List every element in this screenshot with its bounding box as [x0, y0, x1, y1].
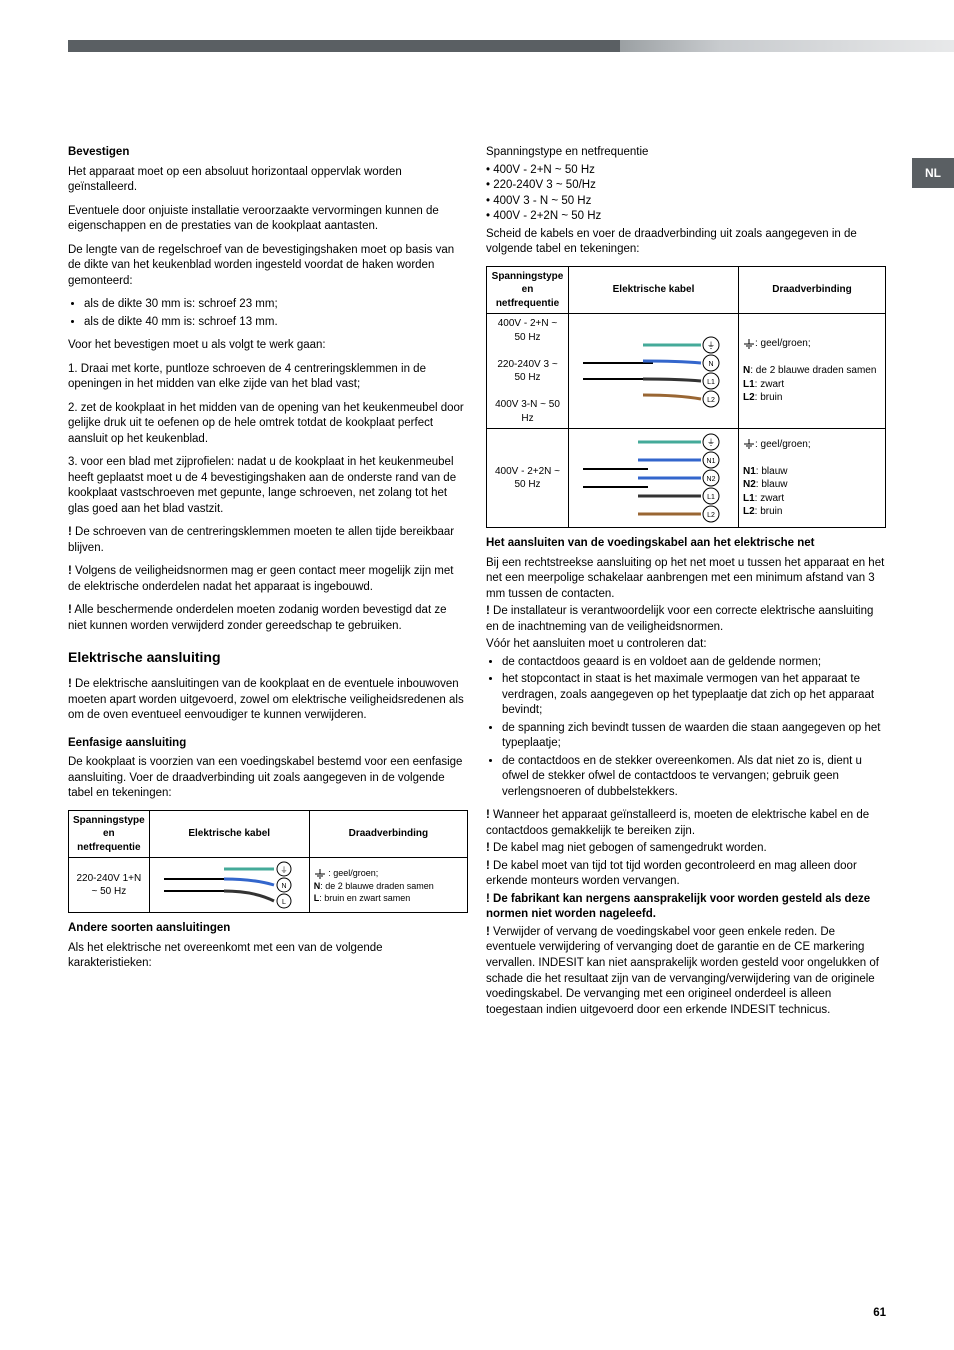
warning-text: ! Alle beschermende onderdelen moeten zo…: [68, 603, 468, 634]
heading-aansluiten: Het aansluiten van de voedingskabel aan …: [486, 536, 886, 552]
table-cell: 400V - 2+2N ~ 50 Hz: [487, 429, 569, 528]
text: Voor het bevestigen moet u als volgt te …: [68, 338, 468, 354]
bullet-list: als de dikte 30 mm is: schroef 23 mm; al…: [68, 297, 468, 330]
svg-text:L2: L2: [707, 397, 715, 404]
table-header: Draadverbinding: [739, 266, 886, 314]
svg-text:N1: N1: [707, 458, 716, 465]
list-item: de spanning zich bevindt tussen de waard…: [502, 721, 886, 752]
warning-text: ! Wanneer het apparaat geïnstalleerd is,…: [486, 808, 886, 839]
heading-elektrische: Elektrische aansluiting: [68, 648, 468, 667]
table-header: Spanningstype en netfrequentie: [487, 266, 569, 314]
language-tab: NL: [912, 158, 954, 188]
cable-diagram-icon: ⏚ N1 N2 L1 L2: [573, 432, 733, 524]
cable-diagram-icon: ⏚ N L: [154, 861, 304, 909]
list-item: • 400V 3 - N ~ 50 Hz: [486, 194, 886, 210]
text: Bij een rechtstreekse aansluiting op het…: [486, 556, 886, 603]
svg-text:L2: L2: [707, 512, 715, 519]
table-cell-diagram: ⏚ N1 N2 L1 L2: [569, 429, 739, 528]
list-item: • 400V - 2+N ~ 50 Hz: [486, 163, 886, 179]
warning-text: ! De fabrikant kan nergens aansprakelijk…: [486, 892, 886, 923]
svg-text:N: N: [281, 883, 286, 890]
table-cell: : geel/groen; N: de 2 blauwe draden same…: [739, 314, 886, 429]
list-item: • 400V - 2+2N ~ 50 Hz: [486, 209, 886, 225]
bullet-list: de contactdoos geaard is en voldoet aan …: [486, 655, 886, 801]
svg-text:⏚: ⏚: [280, 866, 287, 874]
right-column: Spanningstype en netfrequentie • 400V - …: [486, 145, 886, 1026]
table-cell: : geel/groen; N: de 2 blauwe draden same…: [309, 858, 467, 913]
list-item: • 220-240V 3 ~ 50/Hz: [486, 178, 886, 194]
list-item: als de dikte 40 mm is: schroef 13 mm.: [84, 315, 468, 331]
text: Scheid de kabels en voer de draadverbind…: [486, 227, 886, 258]
text: Eventuele door onjuiste installatie vero…: [68, 204, 468, 235]
warning-text: ! De kabel mag niet gebogen of samengedr…: [486, 841, 886, 857]
list-item: de contactdoos geaard is en voldoet aan …: [502, 655, 886, 671]
table-cell: 400V - 2+N ~ 50 Hz 220-240V 3 ~ 50 Hz 40…: [487, 314, 569, 429]
table-cell-diagram: ⏚ N L1 L2: [569, 314, 739, 429]
table-header: Spanningstype en netfrequentie: [69, 810, 150, 858]
text: 2. zet de kookplaat in het midden van de…: [68, 401, 468, 448]
text: 1. Draai met korte, puntloze schroeven d…: [68, 362, 468, 393]
warning-text: ! De kabel moet van tijd tot tijd worden…: [486, 859, 886, 890]
table-cell-diagram: ⏚ N L: [149, 858, 309, 913]
text: Vóór het aansluiten moet u controleren d…: [486, 637, 886, 653]
text: De lengte van de regelschroef van de bev…: [68, 243, 468, 290]
text: De kookplaat is voorzien van een voeding…: [68, 755, 468, 802]
warning-text: ! De schroeven van de centreringsklemmen…: [68, 525, 468, 556]
list-item: het stopcontact in staat is het maximale…: [502, 672, 886, 719]
table-header: Elektrische kabel: [149, 810, 309, 858]
svg-text:L: L: [282, 899, 286, 906]
cable-diagram-icon: ⏚ N L1 L2: [573, 331, 733, 411]
left-column: Bevestigen Het apparaat moet op een abso…: [68, 145, 468, 980]
list-item: de contactdoos en de stekker overeenkome…: [502, 754, 886, 801]
table-header: Elektrische kabel: [569, 266, 739, 314]
heading-bevestigen: Bevestigen: [68, 145, 468, 161]
text: Spanningstype en netfrequentie: [486, 145, 886, 161]
text: Het apparaat moet op een absoluut horizo…: [68, 165, 468, 196]
text: 3. voor een blad met zijprofielen: nadat…: [68, 455, 468, 517]
list-item: als de dikte 30 mm is: schroef 23 mm;: [84, 297, 468, 313]
svg-text:⏚: ⏚: [707, 438, 715, 447]
svg-text:L1: L1: [707, 379, 715, 386]
svg-text:N: N: [708, 361, 713, 368]
table-cell: : geel/groen; N1: blauw N2: blauw L1: zw…: [739, 429, 886, 528]
page-number: 61: [873, 1306, 886, 1322]
page-content: Bevestigen Het apparaat moet op een abso…: [68, 145, 886, 1310]
warning-text: ! Verwijder of vervang de voedingskabel …: [486, 925, 886, 1018]
svg-text:L1: L1: [707, 494, 715, 501]
warning-text: ! Volgens de veiligheidsnormen mag er ge…: [68, 564, 468, 595]
table-cell: 220-240V 1+N ~ 50 Hz: [69, 858, 150, 913]
svg-text:⏚: ⏚: [707, 341, 715, 350]
header-bar: [0, 0, 954, 68]
wiring-table-1: Spanningstype en netfrequentie Elektrisc…: [68, 810, 468, 914]
text: Als het elektrische net overeenkomt met …: [68, 941, 468, 972]
heading-eenfasige: Eenfasige aansluiting: [68, 736, 468, 752]
svg-text:N2: N2: [707, 476, 716, 483]
table-header: Draadverbinding: [309, 810, 467, 858]
wiring-table-2: Spanningstype en netfrequentie Elektrisc…: [486, 266, 886, 529]
heading-andere: Andere soorten aansluitingen: [68, 921, 468, 937]
warning-text: ! De elektrische aansluitingen van de ko…: [68, 677, 468, 724]
warning-text: ! De installateur is verantwoordelijk vo…: [486, 604, 886, 635]
